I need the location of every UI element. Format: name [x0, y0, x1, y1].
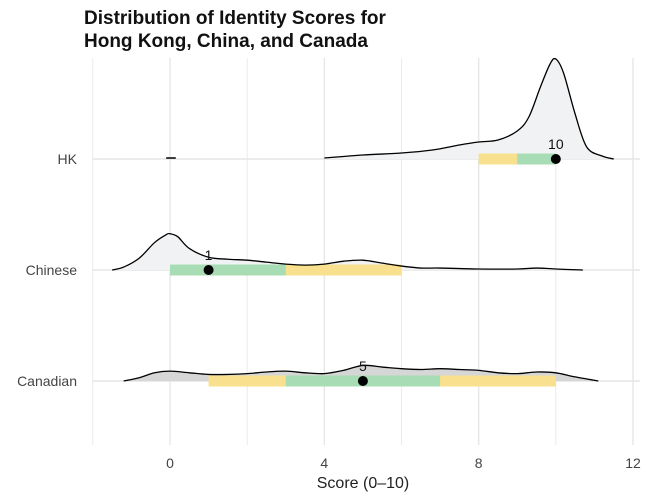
- median-point-chinese: [203, 265, 214, 275]
- ridge-hk: 10: [166, 57, 614, 165]
- axis-layer: 0 4 8 12 HK Chinese Canadian: [17, 151, 641, 471]
- y-tick-label: Chinese: [26, 262, 78, 278]
- y-tick-label: HK: [58, 151, 78, 167]
- iqr-band-chinese: [170, 264, 286, 276]
- x-tick-label: 4: [320, 455, 328, 471]
- chart-title-line-1: Distribution of Identity Scores for: [84, 8, 386, 29]
- ridge-canadian: 5: [123, 358, 599, 387]
- data-layer: 10 1 5: [111, 57, 614, 387]
- median-label-chinese: 1: [205, 247, 213, 263]
- chart-title-line-2: Hong Kong, China, and Canada: [84, 31, 368, 52]
- x-axis-title: Score (0–10): [317, 475, 410, 492]
- density-curve-hk: [324, 57, 614, 160]
- density-fill-hk: [324, 58, 614, 159]
- iqr-band-hk: [517, 153, 556, 165]
- ridge-chinese: 1: [111, 232, 583, 276]
- median-point-canadian: [357, 376, 368, 386]
- y-tick-label: Canadian: [17, 373, 77, 389]
- median-label-canadian: 5: [359, 358, 367, 374]
- x-tick-label: 0: [166, 455, 174, 471]
- median-label-hk: 10: [548, 136, 564, 152]
- x-tick-label: 12: [625, 455, 641, 471]
- x-tick-label: 8: [475, 455, 483, 471]
- density-fill-chinese: [112, 233, 583, 270]
- density-curve-chinese: [111, 232, 583, 271]
- density-curve-canadian: [123, 364, 599, 382]
- median-point-hk: [550, 154, 561, 164]
